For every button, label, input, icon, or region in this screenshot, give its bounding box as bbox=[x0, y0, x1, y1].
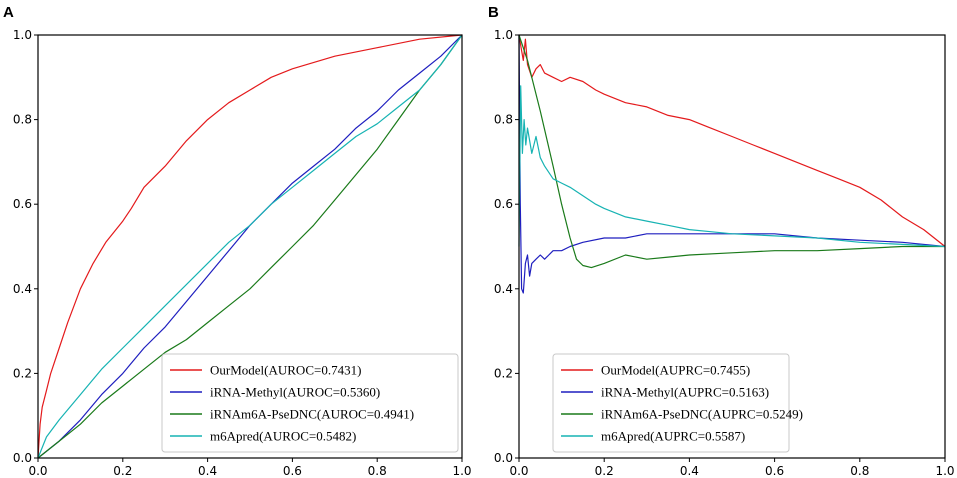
panel-letter: A bbox=[3, 4, 14, 21]
legend-entry-2: iRNAm6A-PseDNC(AUROC=0.4941) bbox=[210, 407, 414, 422]
x-tick-label: 0.6 bbox=[765, 464, 784, 478]
plot-area-frame bbox=[518, 34, 946, 459]
x-tick-label: 0.4 bbox=[198, 464, 217, 478]
y-tick-label: 0.8 bbox=[13, 113, 32, 127]
series-line-0 bbox=[518, 34, 946, 247]
panel-b-prc-chart: B 0.0 0.2 0.4 0.6 0.8 1.0 0.0 0.2 0.4 0.6 0.8 1.0 Ou… bbox=[488, 4, 955, 478]
y-tick-label: 1.0 bbox=[494, 28, 513, 42]
legend-entry-0: OurModel(AUPRC=0.7455) bbox=[601, 363, 750, 378]
legend: OurModel(AUROC=0.7431) iRNA-Methyl(AUROC=… bbox=[161, 353, 459, 453]
panel-letter: B bbox=[488, 4, 499, 21]
x-tick-label: 1.0 bbox=[935, 464, 954, 478]
y-tick-label: 0.4 bbox=[13, 282, 32, 296]
series-line-2 bbox=[518, 34, 945, 269]
x-tick-label: 0.2 bbox=[113, 464, 132, 478]
panel-a-roc-chart: A 0.0 0.2 0.4 0.6 0.8 1.0 0.0 0.2 0.4 0.6 0.8 1.0 Ou… bbox=[3, 4, 472, 478]
y-tick-label: 0.0 bbox=[13, 451, 32, 465]
legend-entry-1: iRNA-Methyl(AUROC=0.5360) bbox=[210, 385, 380, 400]
series-line-0 bbox=[37, 34, 463, 459]
legend-entry-2: iRNAm6A-PseDNC(AUPRC=0.5249) bbox=[601, 407, 803, 422]
x-tick-label: 0.2 bbox=[595, 464, 614, 478]
x-tick-label: 0.8 bbox=[368, 464, 387, 478]
y-tick-label: 0.4 bbox=[494, 282, 513, 296]
legend-box bbox=[161, 353, 459, 453]
y-tick-label: 0.2 bbox=[13, 366, 32, 380]
y-tick-label: 0.6 bbox=[13, 197, 32, 211]
legend-entry-3: m6Apred(AUPRC=0.5587) bbox=[601, 429, 745, 444]
series-line-1 bbox=[518, 34, 946, 294]
x-tick-label: 0.4 bbox=[680, 464, 699, 478]
y-tick-label: 0.6 bbox=[494, 197, 513, 211]
x-tick-label: 0.0 bbox=[28, 464, 47, 478]
legend-box bbox=[552, 353, 790, 453]
x-tick-label: 1.0 bbox=[452, 464, 471, 478]
y-tick-label: 0.0 bbox=[494, 451, 513, 465]
legend: OurModel(AUPRC=0.7455) iRNA-Methyl(AUPRC=… bbox=[552, 353, 803, 453]
plot-area-frame bbox=[37, 34, 463, 459]
series-line-3 bbox=[37, 34, 463, 459]
legend-entry-3: m6Apred(AUROC=0.5482) bbox=[210, 429, 356, 444]
series-line-2 bbox=[37, 34, 463, 459]
legend-entry-0: OurModel(AUROC=0.7431) bbox=[210, 363, 361, 378]
x-tick-label: 0.6 bbox=[283, 464, 302, 478]
y-tick-label: 1.0 bbox=[13, 28, 32, 42]
x-tick-label: 0.8 bbox=[850, 464, 869, 478]
series-line-3 bbox=[518, 85, 946, 248]
y-tick-label: 0.8 bbox=[494, 113, 513, 127]
legend-entry-1: iRNA-Methyl(AUPRC=0.5163) bbox=[601, 385, 769, 400]
x-tick-label: 0.0 bbox=[509, 464, 528, 478]
y-tick-label: 0.2 bbox=[494, 366, 513, 380]
